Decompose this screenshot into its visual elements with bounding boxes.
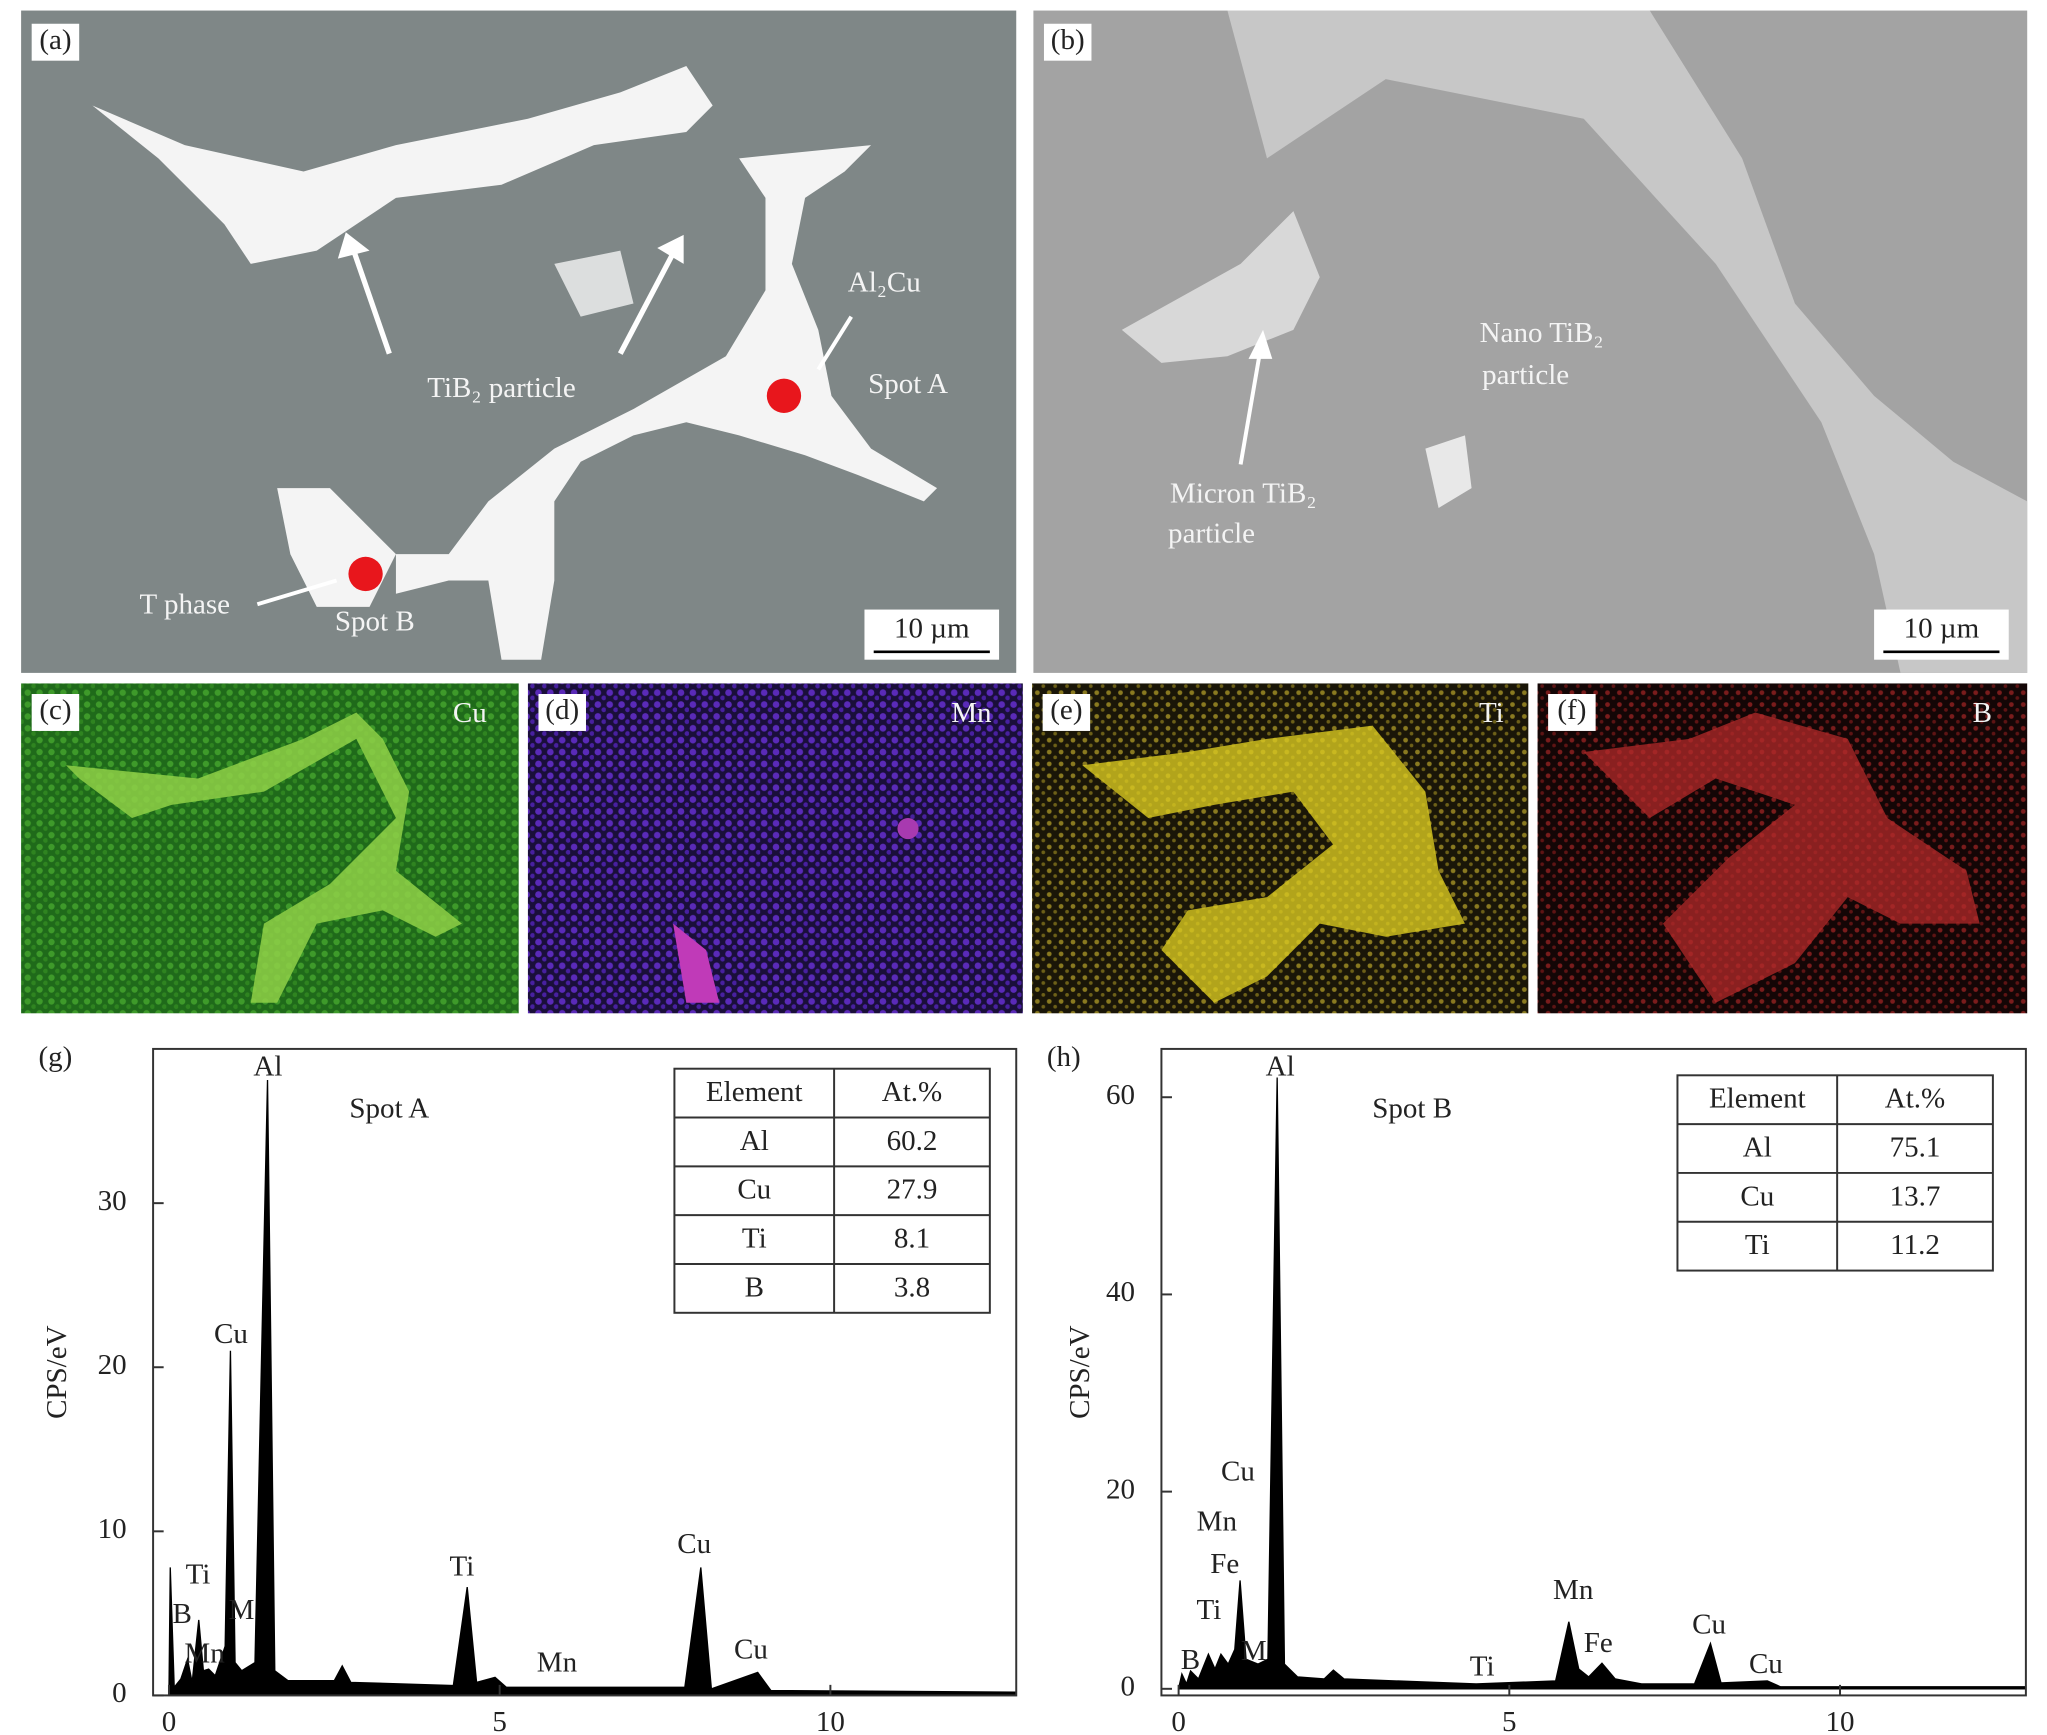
annotation: Al₂Cu — [848, 267, 921, 299]
table-cell: Cu — [1740, 1180, 1774, 1212]
y-tick-label: 30 — [98, 1185, 127, 1217]
peak-label: Cu — [1692, 1608, 1726, 1640]
table-frame — [673, 1067, 991, 1314]
peak-label: M — [229, 1594, 255, 1626]
peak-label: Ti — [1197, 1594, 1222, 1626]
peak-label: Cu — [677, 1528, 711, 1560]
peak-label: Cu — [734, 1634, 768, 1666]
peak-label: Cu — [1749, 1648, 1783, 1680]
table-cell: 11.2 — [1890, 1229, 1940, 1261]
peak-label: Fe — [1584, 1627, 1613, 1659]
panel-label: (e) — [1050, 694, 1082, 726]
panel-label: (f) — [1557, 694, 1586, 726]
table-header: Element — [706, 1076, 803, 1108]
panel-label: (h) — [1047, 1041, 1081, 1073]
map-element: Cu — [453, 697, 487, 729]
peak-label: Ti — [450, 1550, 475, 1582]
peak-label: Cu — [214, 1318, 248, 1350]
x-tick-label: 10 — [816, 1706, 845, 1735]
x-tick-label: 5 — [492, 1706, 507, 1735]
annotation: T phase — [139, 589, 230, 621]
table-cell: 3.8 — [894, 1271, 930, 1303]
peak-label: Al — [253, 1050, 282, 1082]
map-element: Mn — [951, 697, 992, 729]
table-cell: 13.7 — [1890, 1180, 1941, 1212]
y-tick-label: 60 — [1106, 1079, 1135, 1111]
plot-frame — [152, 1047, 1018, 1697]
micrograph-a: (a) TiB₂ particle Al₂Cu Spot A T phase S… — [21, 10, 1017, 673]
peak-label: Al — [1266, 1050, 1295, 1082]
map-element: B — [1973, 697, 1992, 729]
peak-label: Mn — [1553, 1574, 1594, 1606]
peak-label: Mn — [184, 1637, 225, 1669]
peak-label: Mn — [1197, 1506, 1238, 1538]
table-cell: Cu — [737, 1174, 771, 1206]
y-tick-label: 0 — [112, 1677, 127, 1709]
panel-label: (c) — [39, 694, 71, 726]
annotation: particle — [1482, 359, 1569, 391]
plot-frame — [1160, 1047, 2027, 1697]
x-tick-label: 10 — [1826, 1706, 1855, 1735]
chart-title: Spot B — [1372, 1093, 1452, 1125]
table-cell: Al — [740, 1125, 769, 1157]
eds-maps: (c) Cu (d) Mn (e) Ti (f) B — [21, 683, 2028, 1014]
table-cell: Ti — [1745, 1229, 1770, 1261]
table-header: Element — [1709, 1083, 1806, 1115]
y-axis-label: CPS/eV — [1064, 1325, 1096, 1419]
table-cell: 27.9 — [887, 1174, 938, 1206]
panel-label: (g) — [39, 1041, 73, 1073]
y-tick-label: 20 — [98, 1349, 127, 1381]
peak-label: Ti — [1470, 1651, 1495, 1683]
peak-label: Mn — [537, 1647, 578, 1679]
spectrum — [168, 1080, 1017, 1697]
annotation: particle — [1168, 517, 1255, 549]
panel-label: (a) — [39, 24, 71, 56]
chart-title: Spot A — [349, 1093, 429, 1125]
scale-bar: 10 µm — [894, 612, 970, 644]
table-header: At.% — [882, 1076, 942, 1108]
peak-label: Fe — [1210, 1548, 1239, 1580]
scale-bar: 10 µm — [1904, 612, 1980, 644]
table-header: At.% — [1885, 1083, 1945, 1115]
table-cell: 8.1 — [894, 1223, 930, 1255]
annotation: Micron TiB₂ — [1170, 478, 1316, 510]
map-element: Ti — [1479, 697, 1504, 729]
table-cell: 60.2 — [887, 1125, 938, 1157]
table-cell: Al — [1743, 1132, 1772, 1164]
annotation: TiB₂ particle — [427, 372, 576, 404]
y-tick-label: 20 — [1106, 1473, 1135, 1505]
y-tick-label: 0 — [1121, 1670, 1136, 1702]
y-axis-label: CPS/eV — [41, 1325, 73, 1419]
peak-label: Ti — [186, 1558, 211, 1590]
annotation: Nano TiB₂ — [1480, 317, 1604, 349]
peak-label: B — [1181, 1644, 1200, 1676]
spectrum — [1177, 1077, 2026, 1690]
table-cell: B — [745, 1271, 764, 1303]
y-tick-label: 10 — [98, 1513, 127, 1545]
table-cell: 75.1 — [1890, 1132, 1941, 1164]
x-tick-label: 0 — [162, 1706, 177, 1735]
x-tick-label: 0 — [1171, 1706, 1186, 1735]
x-tick-label: 5 — [1502, 1706, 1517, 1735]
table-cell: Ti — [742, 1223, 767, 1255]
annotation: Spot A — [868, 368, 948, 400]
peak-label: Cu — [1221, 1455, 1255, 1487]
panel-label: (d) — [545, 694, 579, 726]
y-tick-label: 40 — [1106, 1276, 1135, 1308]
panel-label: (b) — [1051, 24, 1085, 56]
annotation: Spot B — [335, 606, 415, 638]
peak-label: B — [172, 1598, 191, 1630]
micrograph-b: (b) Nano TiB₂ particle Micron TiB₂ parti… — [1033, 10, 2028, 673]
peak-label: M — [1241, 1635, 1267, 1667]
